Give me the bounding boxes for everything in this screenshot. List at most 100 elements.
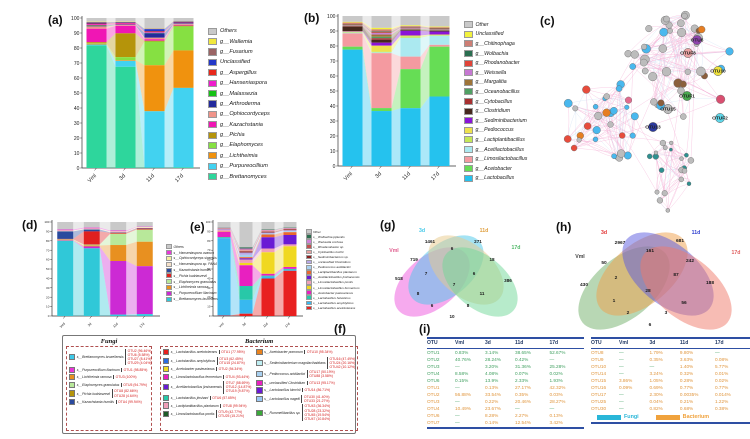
bar-segment [83,227,100,229]
species-swatch [163,373,170,380]
network-node-labeled [683,48,693,58]
table-cell: — [649,363,655,369]
network-node [640,58,648,67]
bar-segment [144,39,165,41]
bar-segment [342,49,363,166]
legend-item: g__Acetobacter [464,164,527,174]
panel-h-venn: Vml 3d 11d 17d 430 50 2967 161 681 242 188 2 28 87 1 2 6… [575,230,740,330]
legend-label: s__Rhodanobacter sp. [313,244,345,249]
network-node [607,121,614,128]
otu-value: OTU3 (100%) [115,375,137,380]
flow-band [391,26,401,32]
bar-segment [57,231,74,239]
legend-swatch [166,290,172,296]
bar-segment [173,50,194,88]
flow-band [73,240,84,249]
bar-segment [83,245,100,247]
bar-segment [144,40,165,42]
otu-list: OTU14 (86.71%) [301,388,330,393]
flow-band [230,229,240,260]
species-swatch [163,411,170,418]
table-cell: 27.17% [514,385,531,391]
y-tick-label: 90 [207,229,211,233]
network-node [725,47,734,56]
bar-segment [239,247,253,249]
bar-segment [144,31,165,33]
flow-band [274,268,284,277]
flow-band [164,24,174,41]
legend-item: s__Pichia kudriavzevii [166,273,220,279]
bar-segment [371,38,392,40]
bar-segment [429,35,450,45]
legend-label: s__Pichia kudriavzevii [173,273,207,278]
flow-band [391,25,401,30]
flow-band [230,237,240,300]
bar-segment [400,30,421,31]
legend-swatch [306,280,312,285]
venn-set-label: 11d [692,230,701,236]
otu-value: OTU28 (4.64%) [114,393,138,398]
otu-label: OTU8 [591,349,604,355]
bar-segment [173,25,194,27]
flow-band [391,16,401,28]
network-edge [631,54,635,136]
flow-band [126,229,137,246]
legend-label: s__Weissella confusa [313,239,343,244]
flow-band [73,227,84,231]
legend-swatch [166,296,172,302]
panel-a-stacked-chart: 0 10 20 30 40 50 60 70 80 90 100 Vml 3d 11d 17d [71,16,200,184]
bar-segment [115,66,136,168]
legend-item: g__Ophiocordyceps [208,109,270,119]
x-tick [287,315,291,319]
network-node [610,107,618,115]
legend-item: g__Sediminibacterium [464,116,527,126]
venn-count: 386 [504,278,512,283]
flow-band [420,30,430,36]
legend-swatch [208,69,217,77]
bar-segment [86,44,107,46]
flow-band [164,21,174,32]
table-cell: 0.0035% [679,392,699,398]
flow-band [391,108,401,166]
otu-list: OTU3 (100%) [113,375,137,380]
bar-segment [110,233,127,246]
flow-band [99,229,111,233]
panel-e-stacked-chart: 0 10 20 30 40 50 60 70 80 90 100 Vml 3d 11d 17d [206,220,303,329]
bar-segment [429,31,450,35]
x-tick-label: Vml [87,173,98,184]
bar-segment [57,222,74,230]
legend-item: g__Malassezia [208,88,270,98]
legend-label: g__Pichia [220,132,245,139]
otu-label: OTU6 [427,377,440,383]
network-node [677,19,685,28]
network-node [592,103,599,110]
legend-swatch [306,269,312,275]
bar-segment [239,250,253,252]
legend-label: g__Ophiocordyceps [220,111,270,118]
bar-segment [400,37,421,57]
table-cell: 9.80% [679,349,694,355]
flow-band [135,21,145,29]
y-tick-label: 80 [207,239,211,243]
y-tick-label: 100 [206,220,211,224]
flow-band [106,33,116,58]
bar-segment [136,241,153,267]
flow-band [391,27,401,34]
flow-band [106,43,116,61]
x-tick [142,315,145,319]
otu-label: OTU7 [427,420,440,426]
table-cell: 31.36% [514,363,531,369]
y-tick-label: 100 [327,14,336,20]
venn-count: 7 [425,271,428,276]
flow-band [252,275,262,300]
bar-segment [342,26,363,32]
bar-segment [110,230,127,232]
bar-segment [283,231,297,233]
legend-swatch [306,295,312,301]
bar-segment [371,42,392,46]
bar-segment [283,234,297,245]
flow-band [106,23,116,26]
flow-band [362,22,372,32]
table-row: OTU7 — 0.14% 12.54% 3.42% [427,419,584,426]
flow-band [274,227,284,230]
